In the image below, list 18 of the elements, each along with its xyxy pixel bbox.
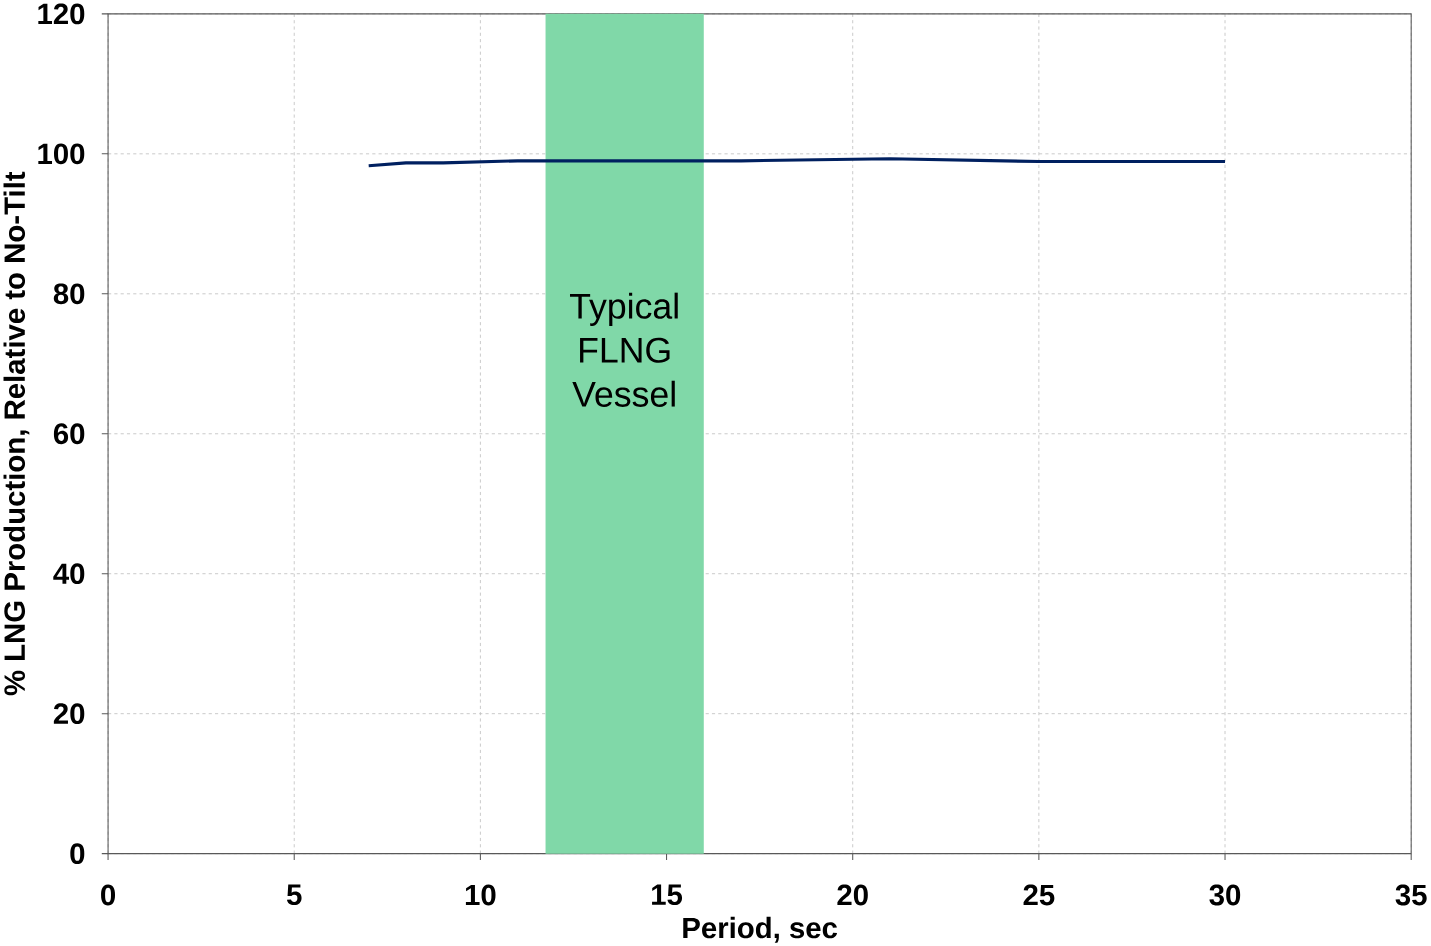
x-tick-label: 0	[101, 884, 116, 906]
y-tick-label: 120	[38, 3, 85, 25]
x-tick-label: 5	[286, 884, 302, 906]
x-tick-label: 35	[1395, 884, 1427, 906]
x-axis-title: Period, sec	[683, 916, 838, 943]
x-tick-label: 15	[652, 884, 683, 906]
y-tick-label: 0	[70, 843, 85, 864]
y-tick-label: 60	[53, 423, 85, 445]
y-tick-label: 80	[53, 283, 85, 305]
band-label: Typical FLNG Vessel	[570, 292, 678, 407]
y-axis-title: % LNG Production, Relative to No-Tilt	[3, 171, 30, 696]
x-tick-label: 20	[837, 884, 868, 906]
x-tick-label: 25	[1023, 884, 1055, 906]
y-tick-label: 100	[38, 143, 85, 165]
y-tick-label: 40	[53, 563, 85, 585]
x-tick-label: 10	[465, 884, 496, 906]
y-tick-label: 20	[53, 703, 85, 724]
x-tick-label: 30	[1209, 884, 1241, 906]
